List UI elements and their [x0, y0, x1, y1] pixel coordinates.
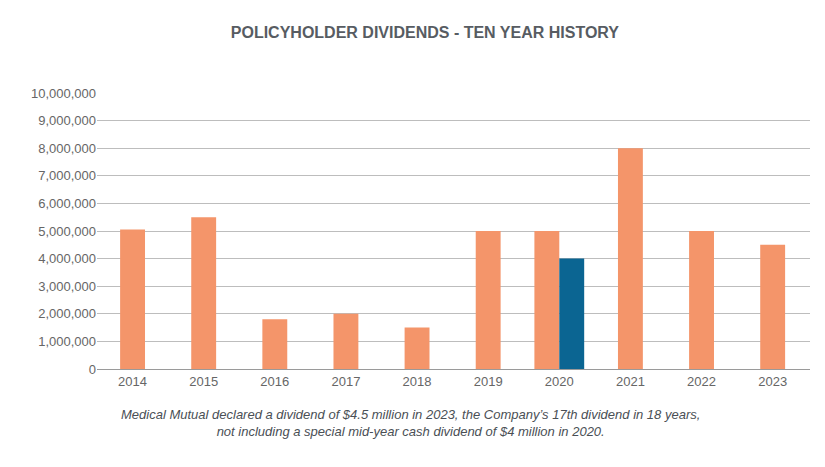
svg-text:3,000,000: 3,000,000	[38, 279, 96, 294]
svg-text:5,000,000: 5,000,000	[38, 224, 96, 239]
svg-text:2022: 2022	[687, 374, 716, 389]
svg-text:2018: 2018	[403, 374, 432, 389]
svg-text:2014: 2014	[118, 374, 147, 389]
svg-text:0: 0	[89, 362, 96, 377]
svg-text:POLICYHOLDER DIVIDENDS - TEN Y: POLICYHOLDER DIVIDENDS - TEN YEAR HISTOR…	[231, 24, 620, 41]
svg-text:2016: 2016	[260, 374, 289, 389]
svg-text:Medical Mutual declared a divi: Medical Mutual declared a dividend of $4…	[121, 407, 700, 439]
svg-text:10,000,000: 10,000,000	[31, 86, 96, 101]
svg-text:2,000,000: 2,000,000	[38, 306, 96, 321]
svg-text:6,000,000: 6,000,000	[38, 196, 96, 211]
svg-text:2023: 2023	[758, 374, 787, 389]
svg-text:2020: 2020	[545, 374, 574, 389]
svg-text:4,000,000: 4,000,000	[38, 251, 96, 266]
svg-text:2015: 2015	[189, 374, 218, 389]
svg-text:2021: 2021	[616, 374, 645, 389]
svg-text:7,000,000: 7,000,000	[38, 168, 96, 183]
svg-text:1,000,000: 1,000,000	[38, 334, 96, 349]
svg-text:8,000,000: 8,000,000	[38, 141, 96, 156]
svg-text:2019: 2019	[474, 374, 503, 389]
svg-text:2017: 2017	[331, 374, 360, 389]
svg-text:9,000,000: 9,000,000	[38, 113, 96, 128]
